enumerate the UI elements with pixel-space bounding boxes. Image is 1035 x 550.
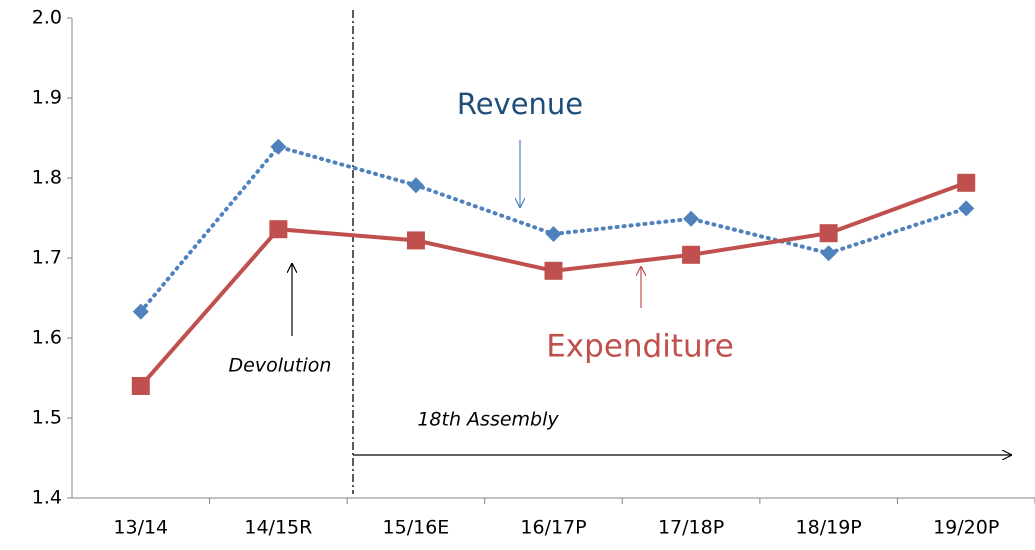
point bbox=[269, 220, 288, 239]
y-tick-label: 1.7 bbox=[32, 247, 62, 269]
point bbox=[270, 138, 287, 155]
point bbox=[131, 377, 150, 395]
point bbox=[683, 210, 700, 227]
annotation: Devolution bbox=[229, 355, 332, 377]
point bbox=[819, 224, 838, 243]
x-tick-label: 15/16E bbox=[383, 517, 450, 539]
x-tick-label: 14/15R bbox=[244, 517, 312, 539]
x-tick-label: 16/17P bbox=[520, 517, 586, 539]
x-tick-label: 18/19P bbox=[796, 517, 862, 539]
point bbox=[957, 173, 976, 192]
expenditure-label: Expenditure bbox=[546, 329, 734, 365]
y-tick-label: 2.0 bbox=[32, 7, 62, 29]
revenue-label: Revenue bbox=[457, 87, 583, 121]
point bbox=[407, 177, 424, 194]
point bbox=[406, 231, 425, 250]
y-tick-label: 1.8 bbox=[32, 167, 62, 189]
point bbox=[958, 200, 975, 217]
point bbox=[132, 303, 149, 320]
y-tick-label: 1.9 bbox=[32, 87, 62, 109]
annotation: 18th Assembly bbox=[417, 409, 559, 431]
y-tick-label: 1.5 bbox=[32, 407, 62, 429]
point bbox=[820, 245, 837, 262]
point bbox=[682, 245, 701, 264]
point bbox=[545, 226, 562, 242]
x-tick-label: 13/14 bbox=[113, 517, 168, 539]
x-tick-label: 17/18P bbox=[658, 517, 724, 539]
y-tick-label: 1.4 bbox=[32, 487, 62, 509]
point bbox=[544, 261, 563, 280]
x-tick-label: 19/20P bbox=[933, 517, 999, 539]
y-tick-label: 1.6 bbox=[32, 327, 62, 349]
